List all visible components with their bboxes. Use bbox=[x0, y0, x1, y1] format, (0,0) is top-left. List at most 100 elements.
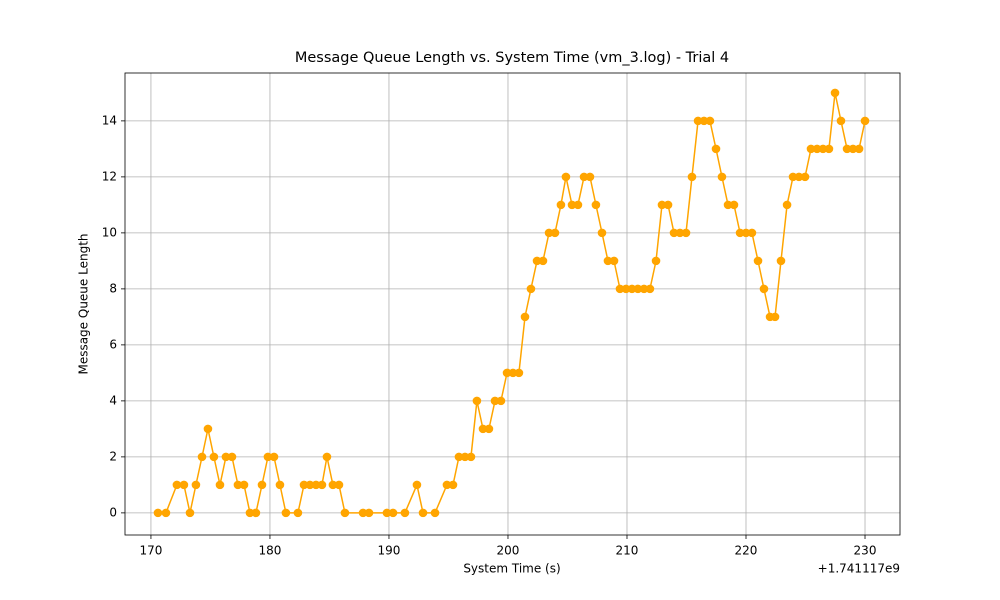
data-point bbox=[322, 452, 332, 462]
data-point bbox=[693, 116, 703, 126]
data-point bbox=[388, 508, 398, 518]
data-point bbox=[621, 284, 631, 294]
data-point bbox=[860, 116, 870, 126]
data-point bbox=[191, 480, 201, 490]
data-point bbox=[615, 284, 625, 294]
data-point bbox=[532, 256, 542, 266]
y-tick-label: 6 bbox=[109, 337, 117, 351]
data-point bbox=[281, 508, 291, 518]
data-point bbox=[579, 172, 589, 182]
data-point bbox=[364, 508, 374, 518]
data-point bbox=[669, 228, 679, 238]
y-tick-label: 14 bbox=[102, 113, 117, 127]
data-point bbox=[221, 452, 231, 462]
data-point bbox=[735, 228, 745, 238]
data-point bbox=[651, 256, 661, 266]
x-tick-label: 220 bbox=[735, 544, 758, 558]
y-tick-label: 4 bbox=[109, 393, 117, 407]
data-point bbox=[848, 144, 858, 154]
data-point bbox=[794, 172, 804, 182]
data-point bbox=[466, 452, 476, 462]
data-point bbox=[633, 284, 643, 294]
data-point bbox=[663, 200, 673, 210]
data-point bbox=[484, 424, 494, 434]
data-point bbox=[227, 452, 237, 462]
data-point bbox=[305, 480, 315, 490]
y-tick-label: 12 bbox=[102, 169, 117, 183]
data-point bbox=[257, 480, 267, 490]
y-axis-label: Message Queue Length bbox=[77, 233, 91, 374]
data-point bbox=[430, 508, 440, 518]
chart-title: Message Queue Length vs. System Time (vm… bbox=[295, 50, 729, 66]
data-point bbox=[340, 508, 350, 518]
data-point bbox=[209, 452, 219, 462]
data-point bbox=[311, 480, 321, 490]
data-point bbox=[203, 424, 213, 434]
data-point bbox=[854, 144, 864, 154]
data-point bbox=[550, 228, 560, 238]
data-point bbox=[645, 284, 655, 294]
data-point bbox=[830, 88, 840, 98]
data-point bbox=[502, 368, 512, 378]
data-point bbox=[472, 396, 482, 406]
data-point bbox=[759, 284, 769, 294]
data-point bbox=[233, 480, 243, 490]
data-point bbox=[723, 200, 733, 210]
x-tick-label: 180 bbox=[259, 544, 282, 558]
data-point bbox=[818, 144, 828, 154]
data-point bbox=[275, 480, 285, 490]
data-point bbox=[328, 480, 338, 490]
data-point bbox=[747, 228, 757, 238]
data-point bbox=[806, 144, 816, 154]
data-point bbox=[185, 508, 195, 518]
x-tick-label: 230 bbox=[854, 544, 877, 558]
data-point bbox=[172, 480, 182, 490]
data-point bbox=[776, 256, 786, 266]
data-point bbox=[782, 200, 792, 210]
data-point bbox=[400, 508, 410, 518]
data-point bbox=[269, 452, 279, 462]
data-point bbox=[705, 116, 715, 126]
data-point bbox=[418, 508, 428, 518]
data-point bbox=[197, 452, 207, 462]
data-point bbox=[609, 256, 619, 266]
plot-frame bbox=[124, 72, 901, 536]
data-point bbox=[215, 480, 225, 490]
data-line bbox=[157, 92, 866, 514]
data-point bbox=[585, 172, 595, 182]
data-point bbox=[800, 172, 810, 182]
data-point bbox=[526, 284, 536, 294]
data-point bbox=[627, 284, 637, 294]
data-point bbox=[788, 172, 798, 182]
y-tick-label: 10 bbox=[102, 225, 117, 239]
data-point bbox=[824, 144, 834, 154]
x-tick-label: 200 bbox=[497, 544, 520, 558]
data-point bbox=[544, 228, 554, 238]
data-point bbox=[687, 172, 697, 182]
data-point bbox=[161, 508, 171, 518]
data-point bbox=[263, 452, 273, 462]
data-point bbox=[293, 508, 303, 518]
data-point bbox=[812, 144, 822, 154]
data-point bbox=[299, 480, 309, 490]
data-point bbox=[245, 508, 255, 518]
data-point bbox=[836, 116, 846, 126]
data-point bbox=[334, 480, 344, 490]
x-tick-label: 190 bbox=[378, 544, 401, 558]
data-point bbox=[448, 480, 458, 490]
data-point bbox=[699, 116, 709, 126]
x-offset-label: +1.741117e9 bbox=[818, 562, 900, 576]
data-point bbox=[442, 480, 452, 490]
data-point bbox=[514, 368, 524, 378]
data-point bbox=[251, 508, 261, 518]
data-point bbox=[538, 256, 548, 266]
data-point bbox=[753, 256, 763, 266]
data-point bbox=[556, 200, 566, 210]
data-point bbox=[179, 480, 189, 490]
data-point bbox=[603, 256, 613, 266]
data-point bbox=[717, 172, 727, 182]
data-point bbox=[567, 200, 577, 210]
data-point bbox=[317, 480, 327, 490]
x-tick-label: 210 bbox=[616, 544, 639, 558]
